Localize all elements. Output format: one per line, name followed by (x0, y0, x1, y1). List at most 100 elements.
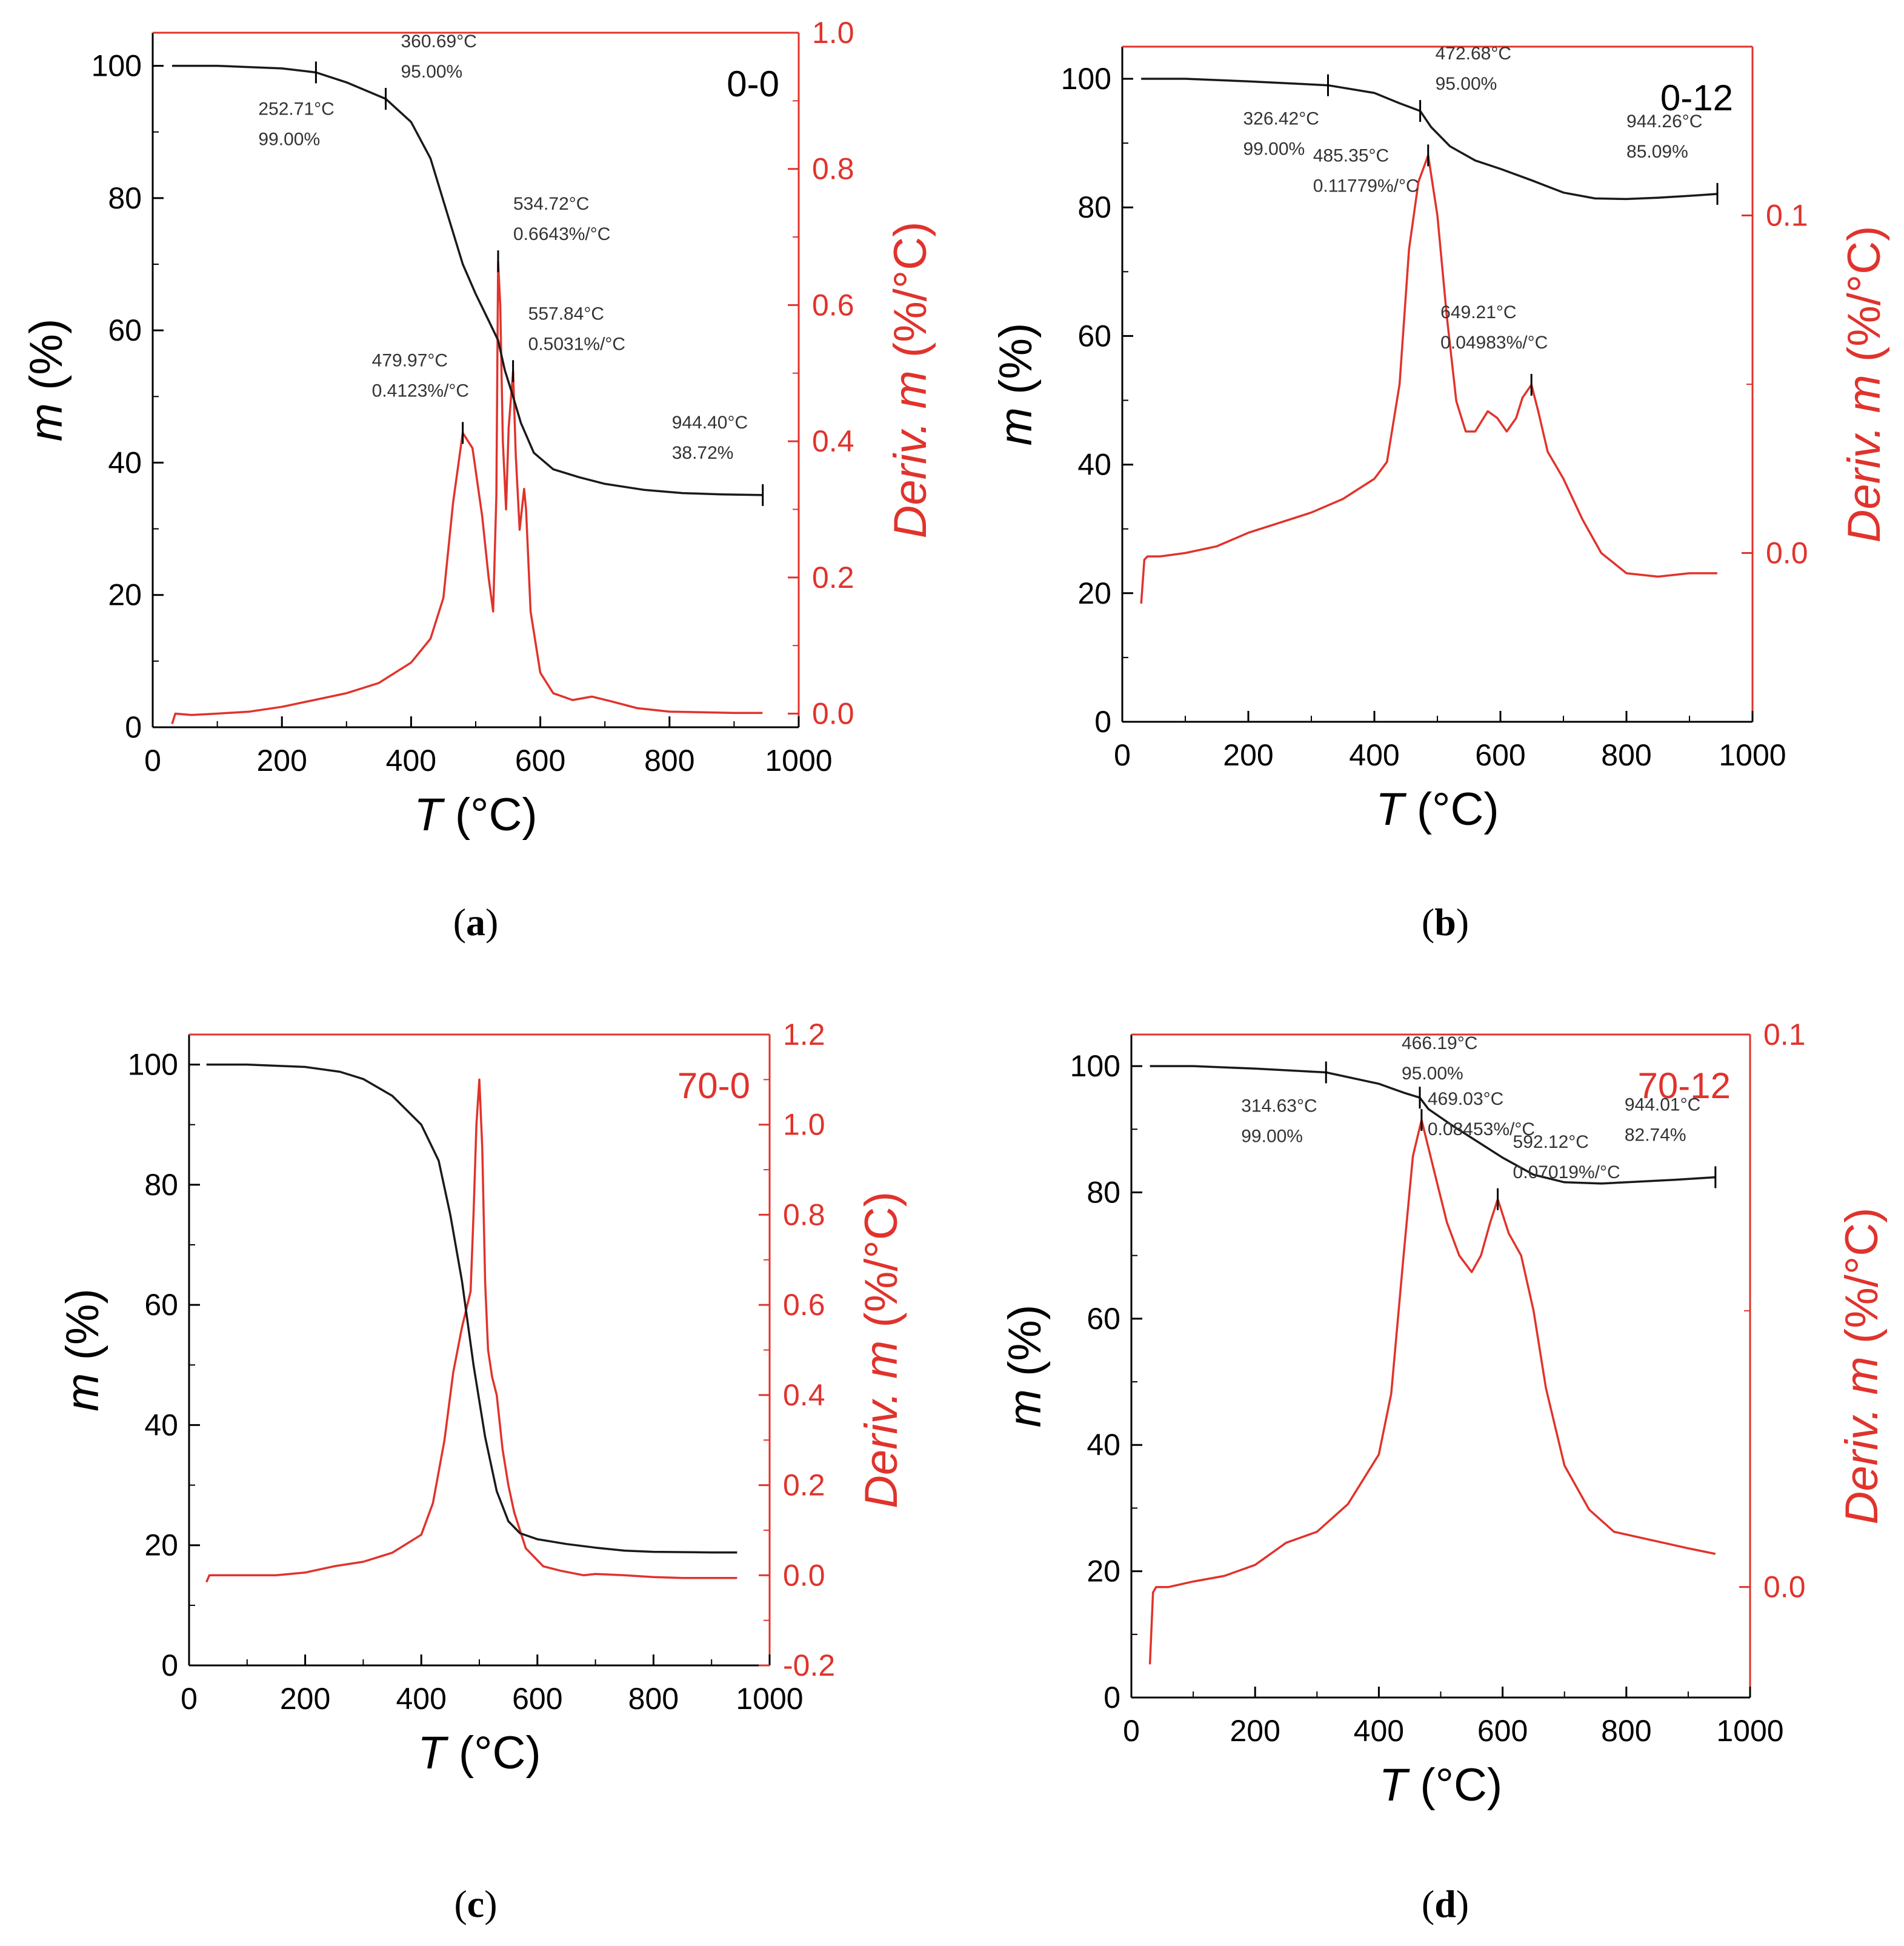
y2-tick-label: 0.2 (783, 1468, 825, 1502)
y2-axis-title-variable: Deriv. m (856, 1341, 907, 1508)
caption-d: (d) (1421, 1882, 1470, 1925)
y2-axis-title: Deriv. m (%/°C) (1839, 226, 1890, 543)
x-axis-title-unit: (°C) (446, 1727, 541, 1779)
x-axis-title-variable: T (418, 1727, 448, 1779)
annotation-label-line: 944.01°C (1625, 1095, 1700, 1115)
x-tick-label: 0 (1114, 738, 1131, 772)
annotation-label: 360.69°C 95.00% (401, 32, 476, 82)
panel-d: 0 200 400 600 800 1000 0 20 40 60 80 100 0.0 0.1 T (°C… (999, 1018, 1888, 1811)
y-tick-label: 20 (1077, 576, 1111, 610)
y2-tick-label: 0.0 (1763, 1570, 1806, 1604)
x-axis-title-unit: (°C) (1404, 784, 1499, 835)
annotation-label-line: 85.09% (1626, 142, 1688, 162)
annotation-label-line: 38.72% (672, 443, 734, 463)
series-mass-line (1150, 1065, 1716, 1185)
y-tick-label: 40 (1087, 1428, 1120, 1462)
annotation-label: 485.35°C 0.11779%/°C (1313, 145, 1419, 196)
annotation-label-line: 0.5031%/°C (528, 334, 625, 354)
caption-a-letter: a (466, 901, 485, 944)
x-tick-label: 600 (1475, 738, 1525, 772)
y-tick-label: 100 (128, 1048, 178, 1082)
annotation-label: 534.72°C 0.6643%/°C (513, 194, 610, 244)
x-tick-label: 200 (1223, 738, 1273, 772)
x-tick-label: 0 (181, 1682, 198, 1716)
x-tick-label: 600 (1477, 1714, 1528, 1748)
annotation-label-line: 466.19°C (1402, 1033, 1477, 1053)
panel-c: 0 200 400 600 800 1000 0 20 40 60 80 100 -0.2 0.0 0.2 0… (57, 1018, 907, 1779)
y2-tick-label: 0.0 (783, 1558, 825, 1592)
y-axis-title: m (%) (990, 323, 1042, 446)
x-tick-label: 0 (1123, 1714, 1140, 1748)
sample-label: 0-0 (727, 64, 779, 104)
y2-tick-label: 0.0 (812, 697, 854, 731)
panel-a: 0 200 400 600 800 1000 0 20 40 60 80 100 0.0 0.2 0.4 0.… (21, 16, 936, 841)
x-tick-label: 200 (256, 744, 307, 778)
y-tick-label: 80 (144, 1168, 178, 1202)
y2-axis-title-variable: Deriv. m (1839, 375, 1890, 542)
y-tick-label: 60 (144, 1288, 178, 1322)
x-tick-label: 800 (1601, 1714, 1651, 1748)
y2-tick-label: -0.2 (783, 1648, 835, 1682)
y-tick-label: 100 (1061, 62, 1111, 96)
annotation-label-line: 99.00% (258, 129, 320, 149)
annotation-label-line: 649.21°C (1440, 302, 1516, 322)
y-tick-label: 40 (1077, 448, 1111, 482)
y-tick-label: 40 (108, 445, 142, 479)
y-tick-label: 20 (108, 578, 142, 612)
caption-c: (c) (454, 1882, 498, 1925)
x-tick-label: 400 (1349, 738, 1399, 772)
x-axis-title: T (°C) (418, 1727, 541, 1779)
y-axis-title-variable: m (999, 1389, 1051, 1427)
y2-tick-label: 1.2 (783, 1018, 825, 1051)
annotation-label-line: 557.84°C (528, 304, 604, 324)
x-axis-title: T (°C) (414, 789, 537, 841)
x-tick-label: 0 (144, 744, 161, 778)
y-tick-label: 40 (144, 1408, 178, 1442)
y-tick-label: 20 (1087, 1554, 1120, 1588)
annotation-label-line: 0.08453%/°C (1428, 1119, 1535, 1139)
x-tick-label: 800 (1601, 738, 1651, 772)
caption-b: (b) (1421, 901, 1470, 944)
series-mass-line (1141, 78, 1718, 201)
annotation-label-line: 485.35°C (1313, 145, 1389, 165)
x-axis-title-unit: (°C) (1407, 1759, 1502, 1811)
x-tick-label: 200 (1230, 1714, 1280, 1748)
annotation-label-line: 360.69°C (401, 32, 476, 52)
annotation-label-line: 0.6643%/°C (513, 224, 610, 244)
annotation-label-line: 0.11779%/°C (1313, 176, 1419, 196)
caption-b-letter: b (1434, 901, 1456, 944)
y2-tick-label: 0.1 (1766, 199, 1808, 233)
y-tick-label: 100 (1070, 1049, 1120, 1083)
y2-tick-label: 0.6 (783, 1288, 825, 1322)
y-tick-label: 80 (1077, 190, 1111, 224)
annotation-label: 252.71°C 99.00% (258, 99, 334, 149)
y-tick-label: 60 (108, 313, 142, 347)
x-axis-title-variable: T (414, 789, 445, 841)
y2-tick-label: 0.8 (783, 1198, 825, 1231)
annotation-label: 944.40°C 38.72% (672, 413, 748, 463)
annotation-label-line: 592.12°C (1513, 1132, 1589, 1152)
annotation-label: 466.19°C 95.00% (1402, 1033, 1477, 1084)
annotation-label: 479.97°C 0.4123%/°C (372, 350, 469, 401)
x-tick-label: 400 (386, 744, 436, 778)
annotation-label-line: 0.4123%/°C (372, 381, 469, 401)
x-axis-title: T (°C) (1379, 1759, 1502, 1811)
y-axis-title: m (%) (57, 1288, 108, 1411)
annotation-label-line: 534.72°C (513, 194, 589, 214)
y2-tick-label: 1.0 (783, 1108, 825, 1142)
y-axis-title-variable: m (21, 403, 72, 441)
panel-b: 0 200 400 600 800 1000 0 20 40 60 80 100 0.0 0.1 T (°C… (990, 44, 1890, 835)
annotation-label-line: 472.68°C (1436, 44, 1511, 64)
annotation-label-line: 469.03°C (1428, 1089, 1503, 1109)
sample-label: 70-12 (1638, 1065, 1731, 1106)
annotation-label-line: 82.74% (1625, 1125, 1686, 1145)
x-axis-title-variable: T (1376, 784, 1406, 835)
caption-d-letter: d (1434, 1882, 1456, 1925)
annotation-label-line: 314.63°C (1241, 1096, 1317, 1116)
y2-axis-title-unit: (%/°C) (1836, 1208, 1888, 1357)
y2-axis-title-unit: (%/°C) (885, 222, 936, 371)
x-tick-label: 1000 (736, 1682, 803, 1716)
x-tick-label: 600 (512, 1682, 562, 1716)
x-tick-label: 600 (515, 744, 565, 778)
y-tick-label: 0 (1103, 1681, 1120, 1714)
